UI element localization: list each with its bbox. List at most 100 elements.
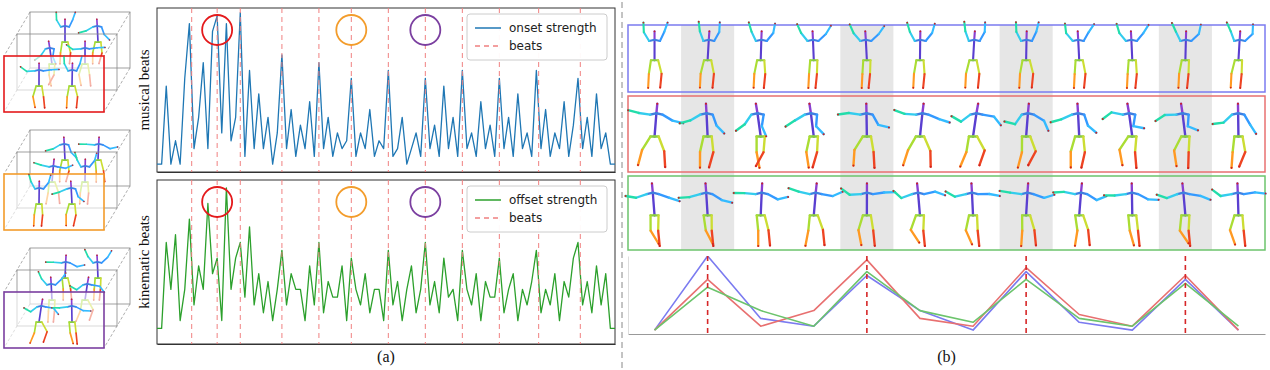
skeleton-bone <box>1172 23 1176 32</box>
skeleton-bone <box>38 272 41 279</box>
skeleton-bone <box>75 189 78 197</box>
skeleton-joint <box>58 313 60 315</box>
skeleton-bone <box>814 193 816 216</box>
skeleton-bone <box>908 137 916 151</box>
skeleton-bone <box>77 160 81 167</box>
skeleton-bone <box>1252 24 1255 34</box>
skeleton-bone <box>1167 194 1178 198</box>
skeleton-bone <box>1021 215 1023 230</box>
beat-line <box>462 8 463 172</box>
skeleton-bone <box>1138 231 1140 246</box>
skeleton-bone <box>1180 231 1189 244</box>
skeleton-joint <box>1187 167 1189 169</box>
skeleton-bone <box>767 33 774 41</box>
skeleton-bone <box>1183 193 1185 216</box>
skeleton-bone <box>924 192 935 194</box>
skeleton-bone <box>1187 152 1190 168</box>
skeleton-bone <box>1015 115 1022 125</box>
skeleton-joint <box>96 18 98 20</box>
skeleton-bone <box>1130 40 1133 61</box>
skeleton-bone <box>653 193 655 216</box>
skeleton-bone <box>628 110 639 113</box>
skeleton-bone <box>30 333 34 343</box>
stack-frame <box>4 292 104 348</box>
skeleton-bone <box>973 31 976 39</box>
skeleton-bone <box>1244 115 1250 125</box>
skeleton-bone <box>69 145 72 153</box>
skeleton-bone <box>718 22 721 32</box>
skeleton <box>849 24 885 89</box>
skeleton-bone <box>29 174 31 181</box>
skeleton-joint <box>1230 87 1232 89</box>
skeleton-bone <box>818 34 826 41</box>
skeleton-joint <box>1026 30 1028 32</box>
skeleton-bone <box>61 42 63 53</box>
skeleton-joint <box>893 109 895 111</box>
skeleton-bone <box>49 41 50 48</box>
skeleton-bone <box>893 191 901 198</box>
skeleton-bone <box>858 230 861 245</box>
x-axis-line <box>158 344 616 345</box>
skeleton-joint <box>785 126 787 128</box>
skeleton-joint <box>64 18 66 20</box>
skeleton-bone <box>853 150 854 166</box>
skeleton-joint <box>1020 245 1022 247</box>
skeleton-bone <box>1021 137 1023 153</box>
plot-frame <box>157 8 615 172</box>
skeleton-bone <box>966 230 972 244</box>
skeleton-bone <box>1074 60 1077 74</box>
skeleton <box>23 298 59 343</box>
skeleton-bone <box>38 70 40 86</box>
skeleton <box>1155 103 1199 169</box>
skeleton-bone <box>77 265 84 267</box>
skeleton-bone <box>1097 196 1107 200</box>
skeleton-joint <box>963 21 965 23</box>
skeleton-joint <box>58 69 60 71</box>
skeleton-bone <box>1238 40 1239 61</box>
skeleton-bone <box>922 104 923 114</box>
skeleton-bone <box>655 104 658 114</box>
legend-box <box>467 186 607 232</box>
skeleton-bone <box>73 48 81 50</box>
skeleton-joint <box>977 103 979 105</box>
skeleton-bone <box>879 26 885 34</box>
skeleton-joint <box>1083 87 1085 89</box>
skeleton-joint <box>65 254 67 256</box>
skeleton-joint <box>1080 167 1082 169</box>
skeleton-bone <box>700 31 704 41</box>
skeleton-joint <box>55 12 57 14</box>
series-line <box>655 260 1239 330</box>
x-axis <box>629 334 1266 335</box>
skeleton-bone <box>1131 183 1134 192</box>
skeleton-bone <box>39 306 41 322</box>
skeleton-bone <box>1078 113 1079 136</box>
skeleton-bone <box>639 113 651 115</box>
skeleton-joint <box>888 126 890 128</box>
skeleton-bone <box>626 196 637 198</box>
skeleton-bone <box>86 27 93 31</box>
skeleton-bone <box>43 183 48 189</box>
skeleton-joint <box>1015 21 1017 23</box>
skeleton-bone <box>749 22 752 31</box>
legend-label: beats <box>509 39 542 53</box>
skeleton-bone <box>1026 113 1028 136</box>
skeleton-joint <box>823 244 825 246</box>
skeleton-bone <box>833 192 843 196</box>
stack-frame <box>4 56 104 112</box>
skeleton <box>1171 22 1202 89</box>
skeleton-joint <box>1131 182 1133 184</box>
skeleton-bone <box>699 74 702 88</box>
skeleton-bone <box>664 23 667 32</box>
skeleton-joint <box>84 249 86 251</box>
skeleton-bone <box>1076 104 1079 114</box>
skeleton-bone <box>1083 137 1085 153</box>
skeleton <box>892 182 946 247</box>
skeleton-bone <box>663 115 673 121</box>
skeleton-bone <box>916 183 919 192</box>
skeleton <box>837 103 890 169</box>
skeleton-bone <box>977 137 985 151</box>
skeleton-bone <box>1084 32 1089 41</box>
skeleton-bone <box>1084 74 1085 88</box>
skeleton-bone <box>1185 31 1187 39</box>
skeleton-bone <box>789 188 799 191</box>
